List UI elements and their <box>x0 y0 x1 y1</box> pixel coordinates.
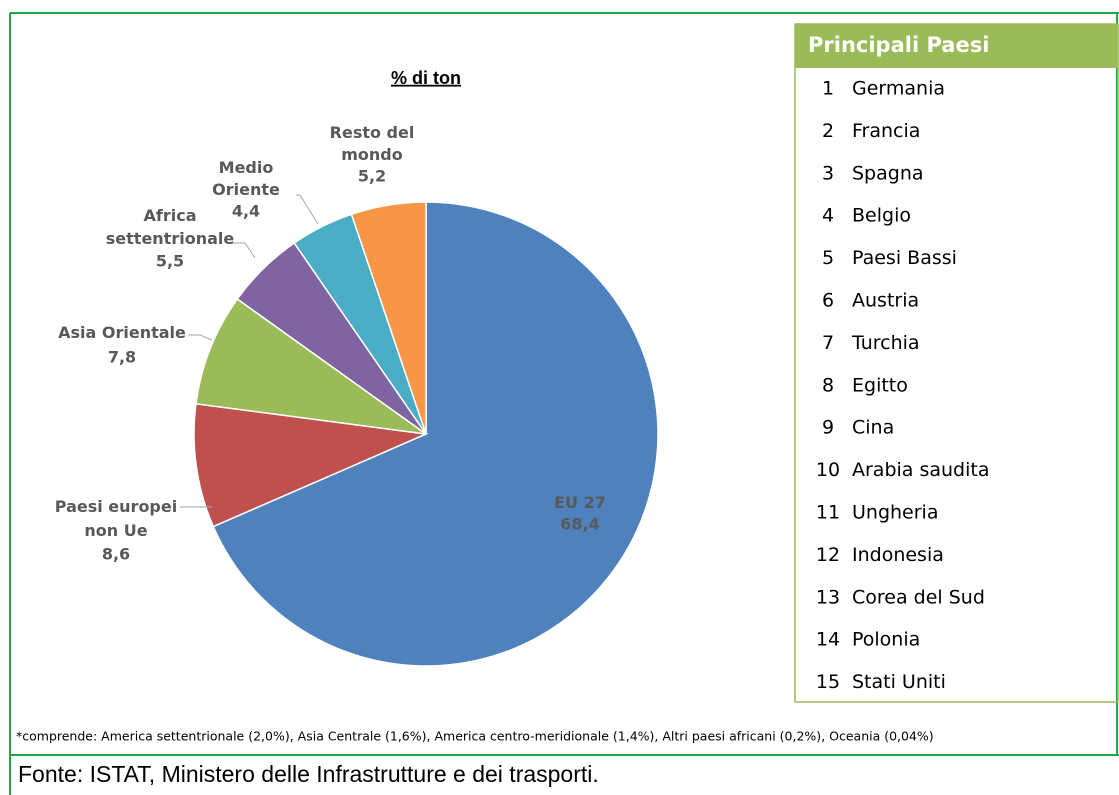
pie-slice <box>193 402 429 528</box>
rank: 10 <box>816 459 840 481</box>
value-label: 5,2 <box>358 167 386 186</box>
rank: 13 <box>816 586 840 608</box>
chart-title: % di ton <box>391 68 461 88</box>
leader <box>232 242 256 259</box>
value-label: 5,5 <box>156 252 184 271</box>
rank: 9 <box>822 417 834 439</box>
footnote: *comprende: America settentrionale (2,0%… <box>16 729 934 744</box>
value-label: 4,4 <box>232 202 260 221</box>
category-label: Resto del mondo <box>330 123 415 164</box>
country: Belgio <box>852 205 911 227</box>
rank: 11 <box>816 502 840 524</box>
table-header <box>795 24 1118 68</box>
rank: 6 <box>822 290 834 312</box>
labels: EU 27 68,4 Paesi europei non Ue 8,6 Asia Orie… <box>55 123 606 564</box>
category-label: Africa settentrionale <box>106 206 235 248</box>
country: Paesi Bassi <box>852 247 957 269</box>
rank: 2 <box>822 120 834 142</box>
rank: 8 <box>822 374 834 396</box>
pie <box>193 201 659 667</box>
country: Stati Uniti <box>852 671 946 693</box>
country: Germania <box>852 78 945 100</box>
category-label: Paesi europei non Ue <box>55 497 177 540</box>
country: Polonia <box>852 629 920 651</box>
country: Cina <box>852 417 894 439</box>
rank: 15 <box>816 671 840 693</box>
country: Egitto <box>852 374 908 396</box>
rank: 14 <box>816 629 840 651</box>
pie-slice <box>350 201 427 435</box>
table-rows: 1 Germania 2 Francia 3 Spagna 4 Belgio 5 Paesi Ba… <box>816 78 990 694</box>
leader <box>188 334 213 341</box>
category-label: EU 27 <box>554 493 606 512</box>
country: Indonesia <box>852 544 944 566</box>
rank: 3 <box>822 162 834 184</box>
country: Spagna <box>852 162 924 184</box>
pie-slice <box>212 201 659 667</box>
country: Austria <box>852 290 919 312</box>
country: Corea del Sud <box>852 586 985 608</box>
rank: 1 <box>822 78 834 100</box>
country: Arabia saudita <box>852 459 990 481</box>
rank: 12 <box>816 544 840 566</box>
pie-slice <box>195 297 427 435</box>
leader-lines <box>180 194 319 508</box>
country: Turchia <box>851 332 920 354</box>
table-title: Principali Paesi <box>808 33 989 57</box>
category-label: Asia Orientale <box>58 323 186 342</box>
rank: 5 <box>822 247 834 269</box>
country: Francia <box>852 120 920 142</box>
leader <box>296 194 319 225</box>
category-label: Medio Oriente <box>212 158 280 199</box>
source: Fonte: ISTAT, Ministero delle Infrastrut… <box>18 761 599 787</box>
rank: 7 <box>822 332 834 354</box>
value-label: 7,8 <box>108 348 136 367</box>
value-label: 8,6 <box>102 545 130 564</box>
rank: 4 <box>822 205 834 227</box>
value-label: 68,4 <box>560 515 599 534</box>
country: Ungheria <box>852 502 938 524</box>
